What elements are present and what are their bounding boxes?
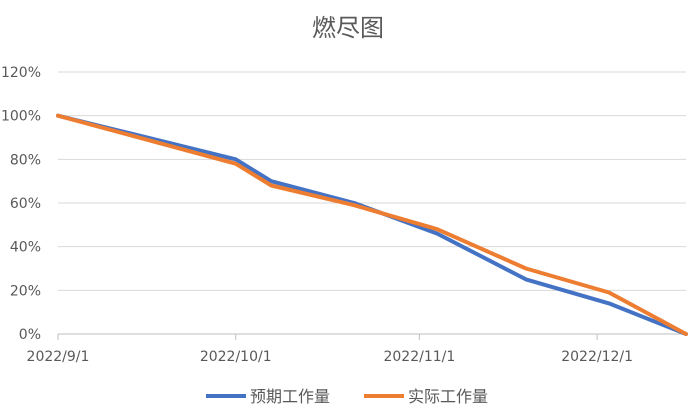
x-tick-label: 2022/12/1 bbox=[561, 349, 633, 365]
series-lines bbox=[56, 113, 688, 336]
y-tick-label: 100% bbox=[1, 109, 41, 125]
y-axis-ticks: 0% 20% 40% 60% 80% 100% 120% bbox=[1, 65, 41, 343]
x-axis: 2022/9/1 2022/10/1 2022/11/1 2022/12/1 bbox=[27, 334, 633, 365]
series-line-1 bbox=[56, 113, 688, 336]
legend: 预期工作量 实际工作量 bbox=[206, 387, 488, 406]
y-tick-label: 120% bbox=[1, 65, 41, 81]
y-tick-label: 40% bbox=[10, 240, 41, 256]
x-tick-label: 2022/9/1 bbox=[27, 349, 90, 365]
series-line-2 bbox=[56, 113, 688, 336]
legend-label: 预期工作量 bbox=[250, 387, 330, 406]
y-tick-label: 20% bbox=[10, 283, 41, 299]
y-tick-label: 80% bbox=[10, 152, 41, 168]
legend-label: 实际工作量 bbox=[408, 387, 488, 406]
chart-title: 燃尽图 bbox=[312, 14, 384, 42]
y-tick-label: 60% bbox=[10, 196, 41, 212]
x-tick-label: 2022/11/1 bbox=[383, 349, 455, 365]
y-tick-label: 0% bbox=[19, 327, 41, 343]
x-tick-label: 2022/10/1 bbox=[200, 349, 272, 365]
gridlines bbox=[58, 71, 686, 335]
